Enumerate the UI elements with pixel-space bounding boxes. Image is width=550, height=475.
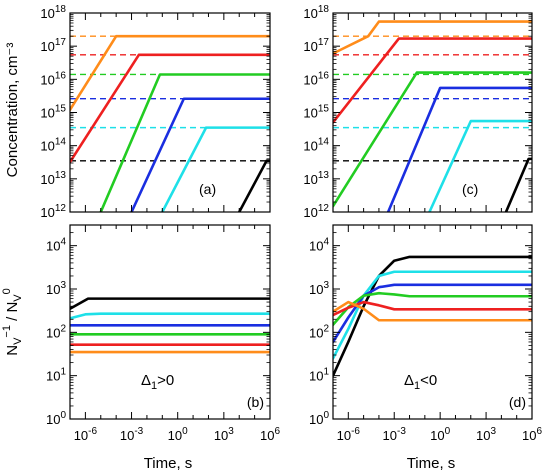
ticks-a: [69, 12, 271, 213]
y-tick-label: 104: [309, 237, 329, 254]
x-tick-label: 103: [476, 426, 496, 443]
series-line-d-0: [333, 255, 532, 377]
ticks-c: [332, 12, 533, 213]
x-tick-label: 100: [430, 426, 450, 443]
x-tick-label: 103: [214, 426, 234, 443]
series-line-c-0: [333, 20, 532, 55]
y-tick-label: 1012: [40, 203, 66, 220]
y-tick-label: 100: [46, 410, 66, 427]
series-line-d-2: [333, 283, 532, 344]
series-line-a-3: [130, 97, 270, 212]
x-tick-label: 10-3: [120, 426, 144, 443]
y-tick-label: 1017: [40, 37, 66, 54]
y-tick-label: 1018: [303, 4, 329, 21]
series-line-c-2: [333, 71, 532, 208]
x-axis-title-right: Time, s: [407, 455, 456, 472]
plot-area-c: [333, 20, 532, 212]
y-tick-label: 100: [309, 410, 329, 427]
series-line-a-5: [237, 159, 270, 212]
y-axis-title-concentration: Concentration, cm⁻³: [4, 43, 21, 178]
frames-layer: 1012 1013 1014 1015 1016 1017 1018 (a) 1012 1013 1…: [40, 4, 542, 443]
panel-d: [333, 255, 532, 377]
annotation-delta-d: Δ1<0: [404, 372, 437, 392]
annotation-delta-b: Δ1>0: [141, 372, 174, 392]
plot-area-d: [333, 255, 532, 377]
y-tick-label: 1018: [40, 4, 66, 21]
y-tick-label: 1017: [303, 37, 329, 54]
ticks-d: [332, 224, 533, 420]
series-line-b-0: [70, 297, 270, 311]
ticks-b: [69, 224, 271, 420]
y-tick-label: 1014: [40, 137, 66, 154]
series-line-a-2: [99, 73, 270, 212]
series-line-d-5: [333, 300, 532, 322]
x-tick-label: 106: [260, 426, 280, 443]
y-tick-label: 102: [309, 323, 329, 340]
series-line-c-5: [504, 157, 532, 212]
series-line-b-1: [70, 312, 270, 320]
y-axis-title-ratio: NV−1 / NV0: [1, 288, 24, 356]
y-tick-label: 1015: [303, 104, 329, 121]
x-tick-label: 100: [168, 426, 188, 443]
series-line-a-4: [161, 126, 270, 212]
x-tick-label: 10-6: [337, 426, 361, 443]
panel-a: [70, 34, 270, 212]
panel-c: [333, 20, 532, 212]
y-tick-label: 104: [46, 237, 66, 254]
panel-label-d: (d): [509, 394, 526, 410]
x-tick-label: 10-3: [383, 426, 407, 443]
y-tick-label: 1016: [303, 70, 329, 87]
series-line-c-4: [428, 119, 532, 212]
y-tick-label: 101: [46, 367, 66, 384]
series-line-a-1: [70, 53, 270, 164]
y-tick-label: 1014: [303, 137, 329, 154]
x-tick-label: 106: [522, 426, 542, 443]
frame-c: [332, 12, 533, 213]
series-line-a-0: [70, 34, 270, 112]
series-line-c-3: [386, 86, 532, 212]
y-tick-label: 1013: [40, 170, 66, 187]
y-tick-label: 102: [46, 323, 66, 340]
series-line-d-4: [333, 300, 532, 317]
x-axis-title-left: Time, s: [144, 455, 193, 472]
panel-label-b: (b): [247, 394, 264, 410]
series-line-c-1: [333, 37, 532, 124]
plot-area-b: [70, 297, 270, 354]
panel-b: [70, 297, 270, 354]
frame-b: [69, 224, 271, 420]
y-tick-label: 1016: [40, 70, 66, 87]
y-tick-label: 1012: [303, 203, 329, 220]
y-tick-label: 1013: [303, 170, 329, 187]
y-tick-label: 1015: [40, 104, 66, 121]
panel-label-a: (a): [199, 181, 216, 197]
x-tick-label: 10-6: [74, 426, 98, 443]
frame-d: [332, 224, 533, 420]
y-tick-label: 103: [309, 280, 329, 297]
y-tick-label: 103: [46, 280, 66, 297]
panel-label-c: (c): [462, 181, 478, 197]
frame-a: [69, 12, 271, 213]
y-tick-label: 101: [309, 367, 329, 384]
plot-area-a: [70, 34, 270, 212]
panels-layer: [70, 20, 532, 377]
series-line-d-1: [333, 270, 532, 360]
